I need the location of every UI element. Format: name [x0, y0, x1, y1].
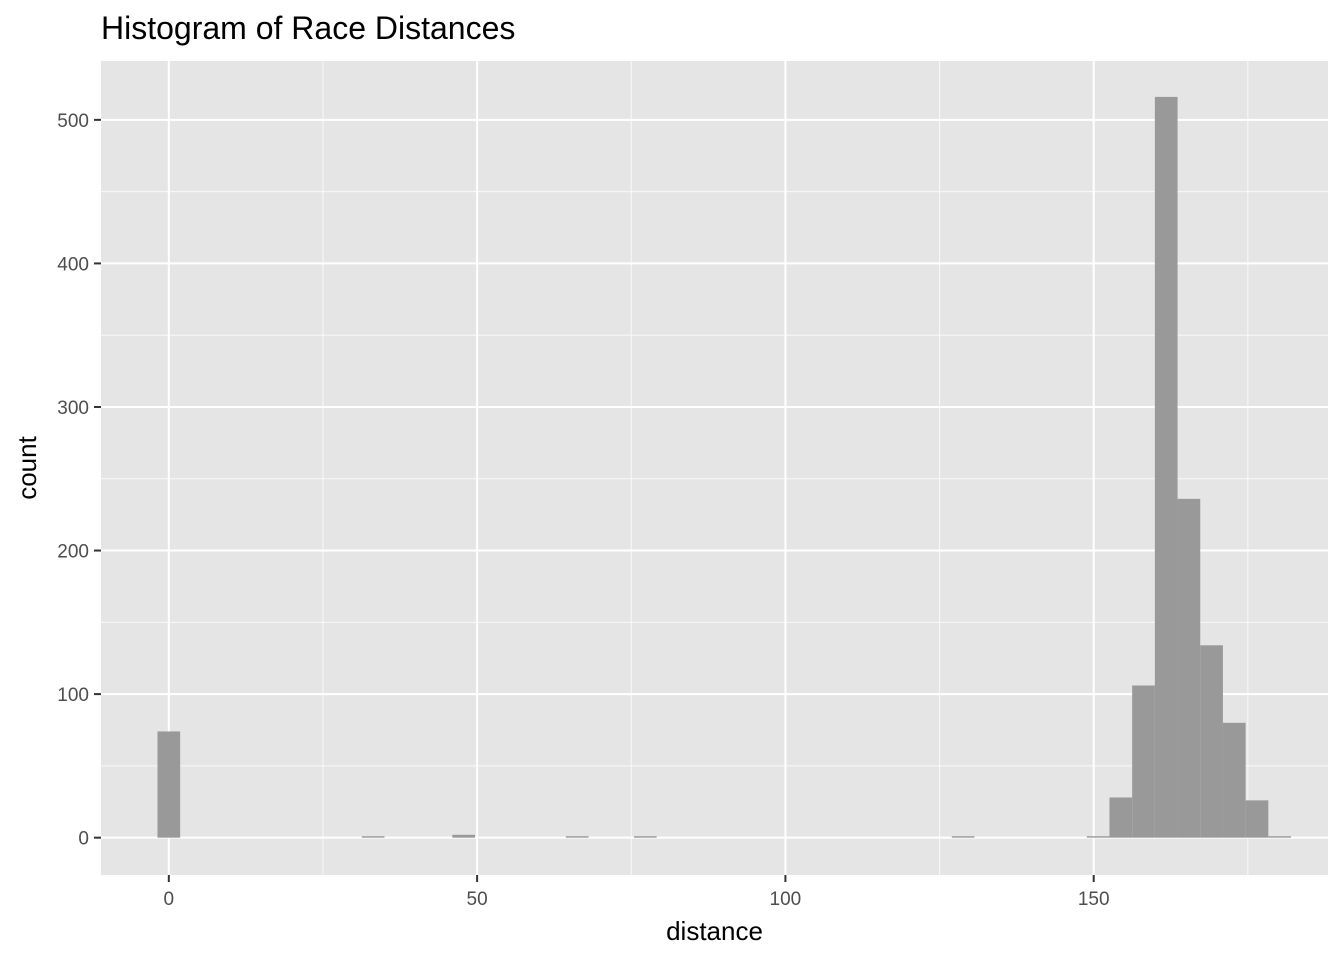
y-axis-label: count	[12, 435, 42, 499]
histogram-bar	[1132, 685, 1155, 838]
minor-gridlines	[101, 61, 1328, 875]
y-tick-label: 100	[57, 685, 89, 706]
y-tick-label: 0	[78, 829, 89, 850]
chart-title: Histogram of Race Distances	[101, 10, 515, 46]
histogram-bar	[1222, 722, 1246, 838]
y-tick-label: 200	[57, 542, 89, 563]
x-axis: 0 50 100 150	[164, 875, 1110, 910]
y-tick-label: 300	[57, 398, 89, 419]
histogram-bar	[1109, 797, 1133, 838]
x-axis-label: distance	[666, 916, 763, 946]
histogram-bar	[633, 836, 657, 838]
histogram-bar	[1177, 498, 1201, 838]
x-tick-label: 50	[467, 889, 488, 910]
histogram-bar	[452, 834, 476, 838]
plot-panel	[101, 61, 1328, 875]
x-tick-label: 0	[164, 889, 175, 910]
x-tick-label: 150	[1078, 889, 1110, 910]
histogram-bar	[157, 731, 181, 838]
histogram-bar	[1245, 800, 1269, 838]
histogram-bar	[361, 836, 385, 838]
x-tick-label: 100	[770, 889, 802, 910]
histogram-bars	[157, 96, 1292, 838]
histogram-bar	[1268, 836, 1292, 838]
histogram-bar	[1200, 645, 1223, 838]
histogram-bar	[951, 836, 975, 838]
y-tick-label: 400	[57, 254, 89, 275]
histogram-bar	[565, 836, 589, 838]
histogram-bar	[1086, 836, 1110, 838]
y-tick-label: 500	[57, 111, 89, 132]
histogram-bar	[1154, 96, 1178, 838]
y-axis: 0 100 200 300 400 500	[57, 111, 101, 850]
